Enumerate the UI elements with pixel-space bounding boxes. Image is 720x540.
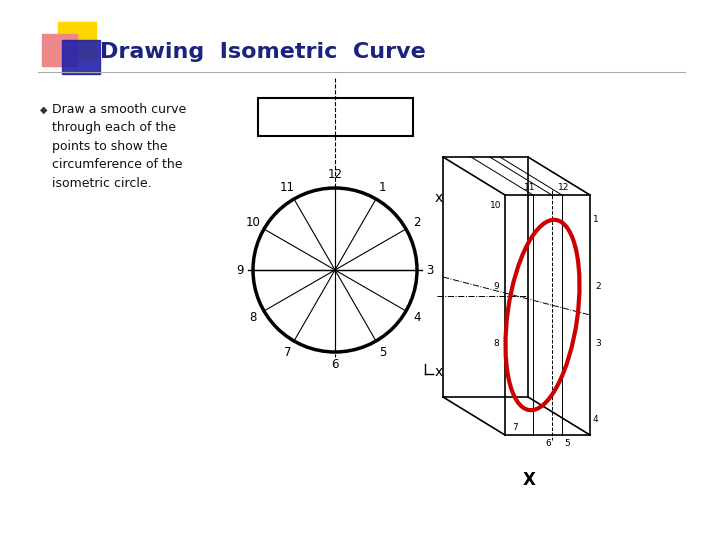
Text: 8: 8 bbox=[493, 339, 499, 348]
Text: 5: 5 bbox=[379, 346, 386, 359]
Text: 3: 3 bbox=[426, 264, 433, 276]
Text: 11: 11 bbox=[524, 183, 536, 192]
Text: 11: 11 bbox=[280, 181, 295, 194]
Text: 7: 7 bbox=[284, 346, 292, 359]
Text: 4: 4 bbox=[413, 311, 421, 324]
Text: x: x bbox=[435, 191, 443, 205]
Text: Drawing  Isometric  Curve: Drawing Isometric Curve bbox=[100, 42, 426, 62]
Text: 7: 7 bbox=[513, 422, 518, 431]
Text: Draw a smooth curve
through each of the
points to show the
circumference of the
: Draw a smooth curve through each of the … bbox=[52, 103, 186, 190]
Bar bbox=[258, 98, 413, 136]
Text: 6: 6 bbox=[545, 438, 551, 448]
Text: 4: 4 bbox=[592, 415, 598, 424]
Text: x: x bbox=[435, 365, 443, 379]
Text: X: X bbox=[523, 471, 536, 489]
Text: 1: 1 bbox=[593, 215, 599, 225]
Text: 8: 8 bbox=[249, 311, 256, 324]
Text: 6: 6 bbox=[331, 359, 338, 372]
Bar bbox=[58, 22, 96, 60]
Text: 12: 12 bbox=[328, 168, 343, 181]
Text: 10: 10 bbox=[490, 200, 502, 210]
Text: 2: 2 bbox=[595, 282, 600, 291]
Text: ◆: ◆ bbox=[40, 105, 48, 115]
Text: 2: 2 bbox=[413, 216, 421, 229]
Bar bbox=[62, 40, 100, 74]
Bar bbox=[42, 34, 77, 66]
Text: 10: 10 bbox=[246, 216, 260, 229]
Text: 9: 9 bbox=[236, 264, 244, 276]
Text: 5: 5 bbox=[564, 438, 570, 448]
Text: 9: 9 bbox=[493, 282, 499, 291]
Text: 3: 3 bbox=[595, 339, 601, 348]
Text: 12: 12 bbox=[558, 183, 570, 192]
Text: 1: 1 bbox=[379, 181, 386, 194]
